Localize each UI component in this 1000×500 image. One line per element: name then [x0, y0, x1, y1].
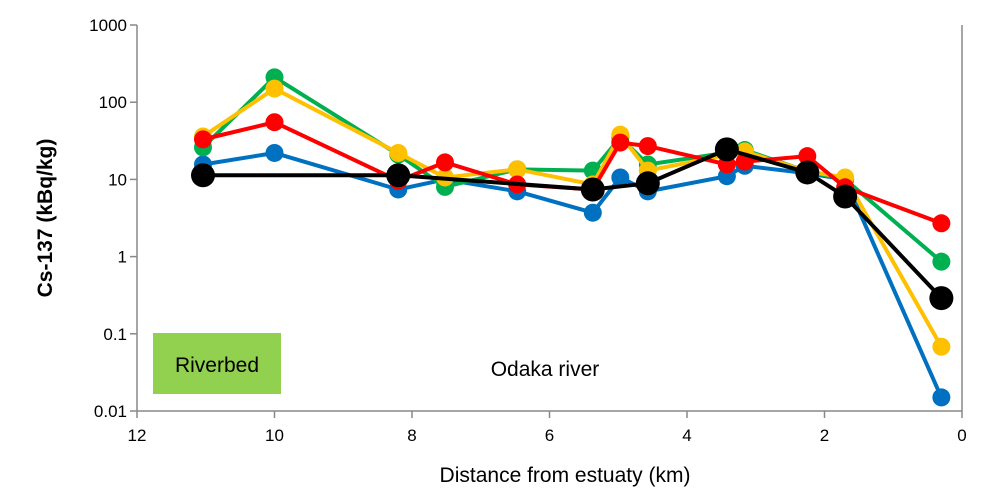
- data-point: [194, 130, 212, 149]
- data-point: [638, 137, 657, 156]
- data-point: [932, 388, 951, 407]
- series-3: [194, 113, 951, 233]
- data-point: [508, 160, 527, 179]
- riverbed-box: [153, 333, 281, 394]
- data-point: [611, 133, 630, 152]
- x-tick-label: 8: [407, 426, 416, 445]
- y-tick-label: 1000: [89, 16, 127, 35]
- x-tick-label: 6: [545, 426, 554, 445]
- x-tick-label: 12: [128, 426, 147, 445]
- x-tick-label: 10: [265, 426, 284, 445]
- river-name-label: Odaka river: [491, 358, 600, 381]
- y-axis-title: Cs-137 (kBq/kg): [34, 139, 57, 298]
- data-point: [635, 171, 660, 196]
- data-point: [191, 163, 215, 188]
- data-point: [583, 203, 602, 222]
- data-point: [265, 79, 284, 98]
- data-point: [932, 214, 951, 233]
- riverbed-label: Riverbed: [175, 354, 259, 377]
- data-point: [929, 286, 954, 311]
- y-tick-label: 1: [118, 248, 127, 267]
- x-tick-label: 2: [820, 426, 829, 445]
- y-tick-label: 10: [108, 170, 127, 189]
- y-tick-label: 0.01: [94, 402, 127, 421]
- x-axis-title: Distance from estuaty (km): [440, 464, 691, 487]
- series-2: [194, 79, 951, 356]
- data-point: [265, 143, 284, 162]
- data-point: [932, 252, 951, 271]
- data-point: [798, 147, 817, 166]
- data-point: [580, 177, 605, 202]
- data-point: [436, 153, 454, 172]
- x-tick-label: 4: [682, 426, 691, 445]
- data-point: [611, 168, 630, 187]
- data-point: [389, 143, 408, 162]
- data-point: [833, 184, 858, 209]
- series-4: [191, 137, 954, 311]
- data-point: [265, 113, 284, 132]
- x-tick-label: 0: [957, 426, 966, 445]
- y-tick-label: 100: [99, 93, 127, 112]
- data-point: [795, 160, 820, 185]
- data-point: [714, 137, 739, 162]
- data-point: [386, 163, 411, 188]
- series-1: [194, 68, 951, 271]
- y-tick-label: 0.1: [103, 325, 127, 344]
- data-point: [932, 337, 951, 356]
- series-line: [201, 86, 944, 348]
- series-line: [201, 74, 943, 264]
